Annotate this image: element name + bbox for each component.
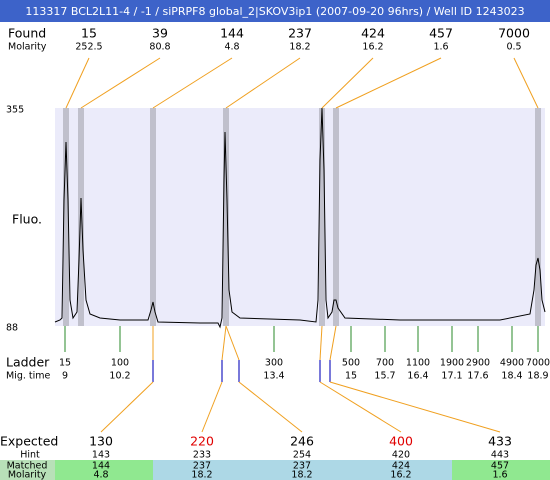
found-molarity-label: Molarity xyxy=(8,42,47,53)
found-size: 7000 xyxy=(498,26,530,41)
found-molarity: 16.2 xyxy=(362,42,383,53)
hint-value: 143 xyxy=(92,450,110,461)
y-max-label: 355 xyxy=(6,105,24,116)
peak-connector xyxy=(80,57,161,109)
expected-size: 400 xyxy=(389,434,413,449)
peak-band xyxy=(333,108,339,326)
ladder-mig-time: 16.4 xyxy=(407,371,428,382)
ladder-mig-time: 17.6 xyxy=(467,371,488,382)
ladder-size: 2900 xyxy=(466,358,490,369)
found-molarity: 1.6 xyxy=(433,42,448,53)
peak-connector xyxy=(321,57,374,109)
ladder-size: 7000 xyxy=(526,358,550,369)
matched-value: 144 xyxy=(92,461,110,472)
ladder-size: 700 xyxy=(376,358,394,369)
matched-cell xyxy=(452,460,550,480)
found-size: 15 xyxy=(81,26,97,41)
matched-cell xyxy=(252,460,352,480)
matched-molarity: 1.6 xyxy=(492,470,507,480)
expected-molarity-label: Molarity xyxy=(8,470,47,480)
peak-band xyxy=(78,108,84,326)
found-molarity: 4.8 xyxy=(224,42,239,53)
found-size: 457 xyxy=(429,26,453,41)
peak-connector xyxy=(513,57,539,109)
matched-molarity: 16.2 xyxy=(390,470,411,480)
matched-molarity: 18.2 xyxy=(291,470,312,480)
found-size: 237 xyxy=(288,26,312,41)
hint-label: Hint xyxy=(20,450,40,461)
peak-connector xyxy=(225,57,301,109)
peak-band xyxy=(535,108,541,326)
ladder-mig-time: 15 xyxy=(345,371,357,382)
matched-cell xyxy=(55,460,153,480)
ladder-mig-time: 18.4 xyxy=(501,371,522,382)
found-molarity: 18.2 xyxy=(289,42,310,53)
matched-molarity: 4.8 xyxy=(93,470,108,480)
mig-time-label: Mig. time xyxy=(6,371,51,382)
match-ticks xyxy=(152,360,331,382)
fluorescence-trace xyxy=(54,107,546,329)
header-bar xyxy=(0,0,550,22)
peak-connector xyxy=(65,57,90,109)
expected-size: 220 xyxy=(190,434,214,449)
hint-value: 254 xyxy=(293,450,311,461)
matched-molarity: 18.2 xyxy=(191,470,212,480)
ladder-size: 15 xyxy=(59,358,71,369)
y-axis-label: Fluo. xyxy=(12,212,42,227)
found-size: 39 xyxy=(152,26,168,41)
found-size: 144 xyxy=(220,26,244,41)
matched-value: 237 xyxy=(193,461,211,472)
expected-size: 246 xyxy=(290,434,314,449)
matched-value: 237 xyxy=(293,461,311,472)
ladder-size: 1900 xyxy=(440,358,464,369)
expected-label: Expected xyxy=(0,434,58,449)
ladder-mig-time: 17.1 xyxy=(441,371,462,382)
found-molarity: 252.5 xyxy=(75,42,102,53)
hint-value: 443 xyxy=(491,450,509,461)
ladder-mig-time: 18.9 xyxy=(527,371,548,382)
expected-size: 130 xyxy=(89,434,113,449)
ladder-mig-time: 13.4 xyxy=(263,371,284,382)
header-title: 113317 BCL2L11-4 / -1 / siPRPF8 global_2… xyxy=(25,5,524,18)
ladder-mig-time: 10.2 xyxy=(109,371,130,382)
ladder-size: 100 xyxy=(111,358,129,369)
ladder-mig-time: 15.7 xyxy=(374,371,395,382)
matched-value: 457 xyxy=(491,461,509,472)
match-connectors xyxy=(100,325,501,433)
found-molarity: 0.5 xyxy=(506,42,521,53)
label-cell xyxy=(0,460,55,480)
ladder-mig-time: 9 xyxy=(62,371,68,382)
hint-value: 420 xyxy=(392,450,410,461)
matched-cell xyxy=(352,460,452,480)
ladder-size: 300 xyxy=(265,358,283,369)
ladder-size: 500 xyxy=(342,358,360,369)
ladder-size: 1100 xyxy=(406,358,430,369)
y-min-label: 88 xyxy=(6,323,18,334)
matched-value: 424 xyxy=(392,461,410,472)
matched-cell xyxy=(153,460,252,480)
expected-size: 433 xyxy=(488,434,512,449)
peak-connector xyxy=(152,57,233,109)
ladder-label: Ladder xyxy=(6,355,50,370)
hint-value: 233 xyxy=(193,450,211,461)
found-molarity: 80.8 xyxy=(149,42,170,53)
peak-band xyxy=(150,108,156,326)
peak-band xyxy=(223,108,229,326)
found-label: Found xyxy=(8,26,46,41)
plot-area xyxy=(55,108,545,326)
matched-label: Matched xyxy=(7,461,48,472)
found-size: 424 xyxy=(361,26,385,41)
peak-band xyxy=(319,108,325,326)
peak-band xyxy=(63,108,69,326)
ladder-size: 4900 xyxy=(500,358,524,369)
peak-connector xyxy=(335,57,442,109)
